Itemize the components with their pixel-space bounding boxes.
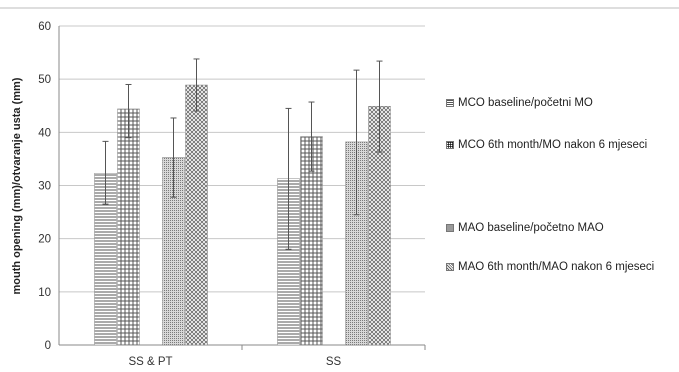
y-tick-label: 30: [38, 181, 51, 193]
y-tick-label: 20: [38, 234, 51, 246]
y-tick-label: 10: [38, 287, 51, 299]
legend-swatch-xhatch: [446, 263, 454, 271]
y-tick-label: 0: [45, 340, 51, 352]
legend-item-mco-baseline: MCO baseline/početni MO: [446, 96, 593, 110]
legend-label: MAO 6th month/MAO nakon 6 mjeseci: [458, 261, 655, 273]
x-tick-label: SS & PT: [128, 356, 172, 368]
legend-label: MCO 6th month/MO nakon 6 mjeseci: [458, 139, 648, 151]
legend-item-mco-6th-month: MCO 6th month/MO nakon 6 mjeseci: [446, 138, 647, 152]
legend-label: MCO baseline/početni MO: [458, 97, 593, 109]
bar-grid-0: [117, 108, 140, 346]
legend-swatch-hlines: [446, 99, 454, 107]
y-tick-labels: 0 10 20 30 40 50 60: [38, 21, 51, 352]
legend-item-mao-6th-month: MAO 6th month/MAO nakon 6 mjeseci: [446, 260, 671, 274]
x-tick-label: SS: [326, 356, 342, 368]
bars: [94, 84, 391, 346]
y-tick-label: 40: [38, 127, 51, 139]
error-bars: [102, 58, 383, 250]
x-tick-labels: SS & PT SS: [128, 356, 341, 368]
legend-item-mao-baseline: MAO baseline/početno MAO: [446, 221, 604, 235]
legend-swatch-dots: [446, 224, 454, 232]
y-axis-label: mouth opening (mm)/otvaranje usta (mm): [11, 77, 23, 294]
y-tick-label: 50: [38, 74, 51, 86]
y-tick-label: 60: [38, 21, 51, 33]
legend-swatch-grid: [446, 141, 454, 149]
legend-label: MAO baseline/početno MAO: [458, 222, 604, 234]
bar-xhatch-0: [185, 84, 208, 346]
